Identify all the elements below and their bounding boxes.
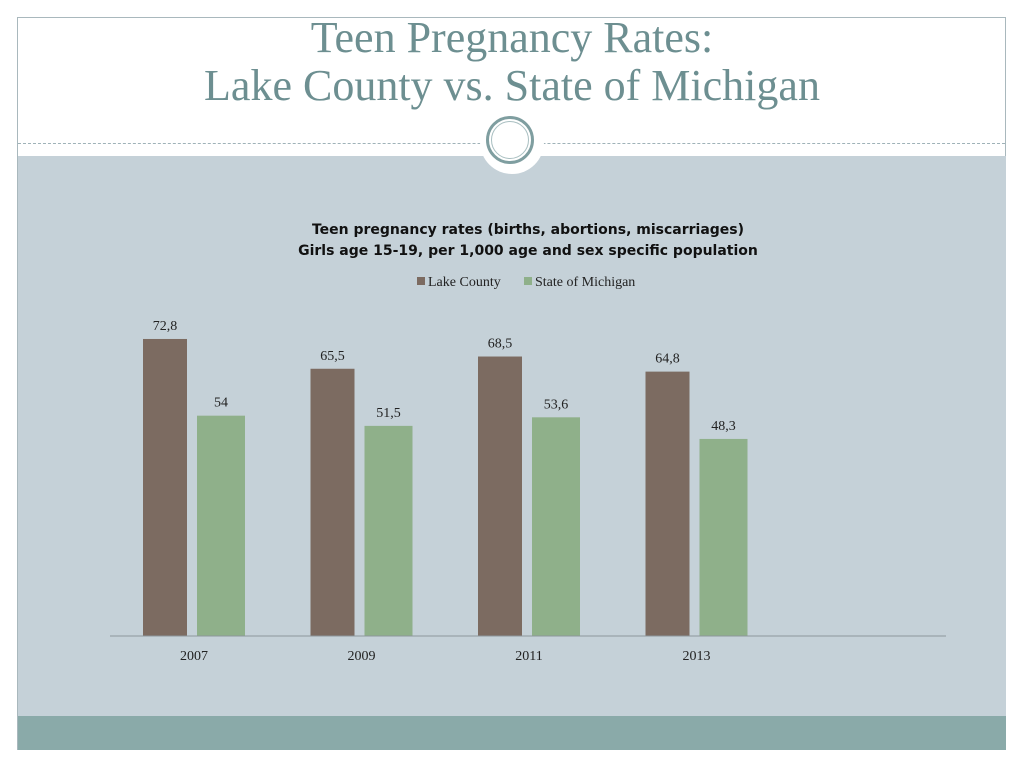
- bar-state-of-michigan-2009: [364, 425, 413, 636]
- data-label-state-of-michigan-2007: 54: [214, 396, 228, 411]
- bar-lake-county-2013: [645, 371, 690, 636]
- bar-state-of-michigan-2011: [532, 417, 580, 636]
- data-label-state-of-michigan-2013: 48,3: [711, 419, 736, 434]
- data-label-state-of-michigan-2009: 51,5: [376, 406, 401, 421]
- x-tick-label-2013: 2013: [683, 649, 711, 664]
- x-tick-label-2011: 2011: [515, 649, 542, 664]
- slide-title-line-2: Lake County vs. State of Michigan: [204, 61, 820, 110]
- bar-lake-county-2009: [310, 368, 355, 636]
- bar-state-of-michigan-2007: [197, 415, 245, 636]
- bar-lake-county-2011: [478, 356, 522, 636]
- footer-band: [18, 716, 1006, 750]
- legend-label-lake-county: Lake County: [428, 275, 501, 290]
- data-label-lake-county-2013: 64,8: [655, 352, 680, 367]
- ornament-inner-ring-icon: [491, 121, 529, 159]
- legend-swatch-state-of-michigan: [524, 277, 532, 285]
- legend-swatch-lake-county: [417, 277, 425, 285]
- slide-title-line-1: Teen Pregnancy Rates:: [310, 13, 714, 62]
- data-label-lake-county-2007: 72,8: [153, 319, 178, 334]
- x-tick-label-2009: 2009: [348, 649, 376, 664]
- bar-state-of-michigan-2013: [699, 438, 748, 636]
- x-tick-label-2007: 2007: [180, 649, 208, 664]
- bar-lake-county-2007: [143, 338, 187, 636]
- data-label-lake-county-2011: 68,5: [488, 337, 513, 352]
- chart-title: Teen pregnancy rates (births, abortions,…: [312, 222, 744, 238]
- slide-title: Teen Pregnancy Rates: Lake County vs. St…: [0, 14, 1024, 110]
- data-label-state-of-michigan-2011: 53,6: [544, 397, 569, 412]
- bars-group: 72,8 54 2007 65,5 51,5 2009 68,5 53,6 2011 64,8 48…: [143, 319, 748, 664]
- chart-subtitle: Girls age 15-19, per 1,000 age and sex s…: [298, 243, 758, 259]
- legend-label-state-of-michigan: State of Michigan: [535, 275, 635, 290]
- data-label-lake-county-2009: 65,5: [320, 349, 345, 364]
